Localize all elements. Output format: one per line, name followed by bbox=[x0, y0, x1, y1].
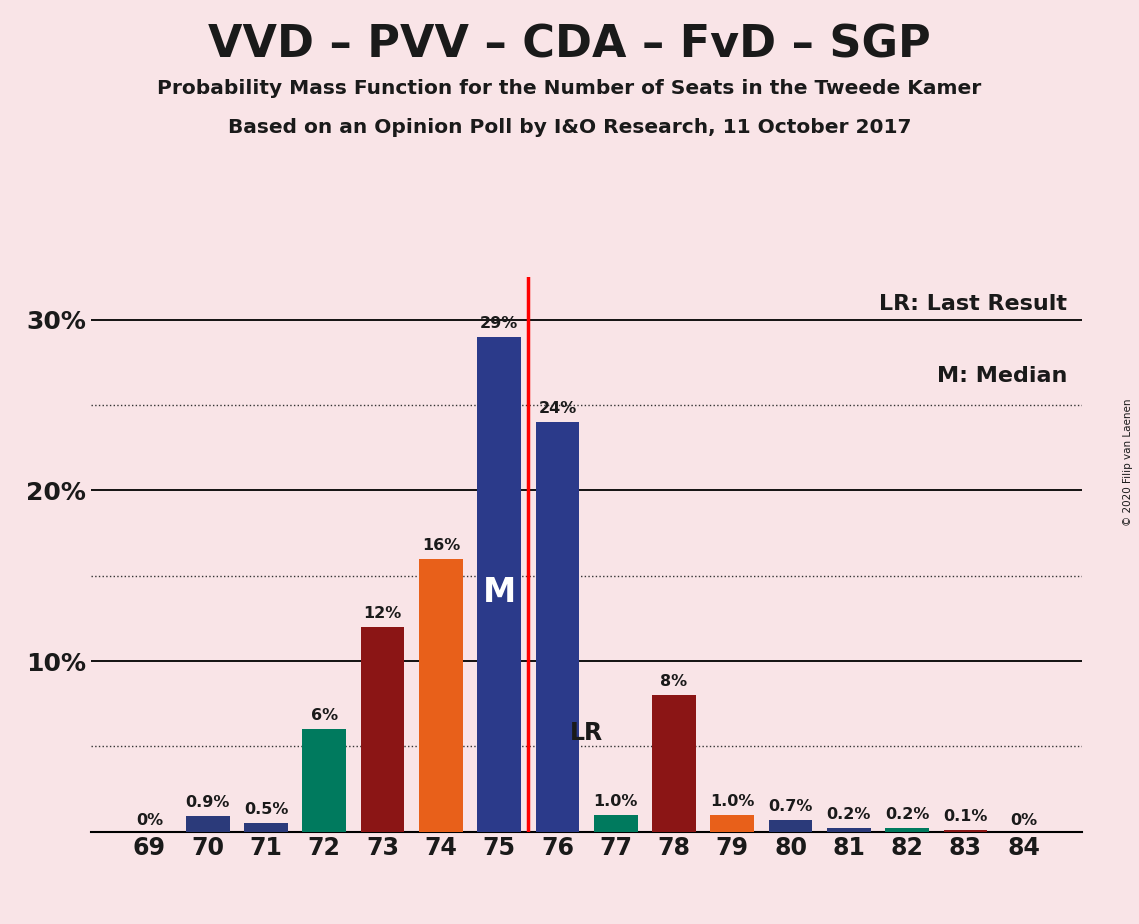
Bar bbox=[593, 815, 638, 832]
Text: 12%: 12% bbox=[363, 606, 402, 621]
Text: 6%: 6% bbox=[311, 709, 338, 723]
Bar bbox=[477, 337, 521, 832]
Bar bbox=[303, 729, 346, 832]
Bar bbox=[244, 823, 288, 832]
Text: M: M bbox=[483, 577, 516, 609]
Text: 29%: 29% bbox=[480, 316, 518, 331]
Text: 1.0%: 1.0% bbox=[710, 794, 754, 808]
Text: 0.2%: 0.2% bbox=[885, 808, 929, 822]
Text: 0%: 0% bbox=[1010, 813, 1038, 828]
Text: 1.0%: 1.0% bbox=[593, 794, 638, 808]
Bar bbox=[419, 559, 462, 832]
Bar bbox=[943, 830, 988, 832]
Text: 0%: 0% bbox=[136, 813, 163, 828]
Bar bbox=[711, 815, 754, 832]
Bar bbox=[769, 820, 812, 832]
Text: Probability Mass Function for the Number of Seats in the Tweede Kamer: Probability Mass Function for the Number… bbox=[157, 79, 982, 98]
Text: 0.9%: 0.9% bbox=[186, 796, 230, 810]
Bar bbox=[653, 695, 696, 832]
Text: 24%: 24% bbox=[539, 401, 576, 416]
Bar bbox=[885, 828, 929, 832]
Bar bbox=[186, 816, 230, 832]
Bar bbox=[361, 626, 404, 832]
Text: 0.7%: 0.7% bbox=[769, 798, 813, 814]
Text: 0.5%: 0.5% bbox=[244, 802, 288, 817]
Text: Based on an Opinion Poll by I&O Research, 11 October 2017: Based on an Opinion Poll by I&O Research… bbox=[228, 118, 911, 138]
Text: 0.1%: 0.1% bbox=[943, 808, 988, 824]
Text: LR: LR bbox=[570, 721, 604, 745]
Text: VVD – PVV – CDA – FvD – SGP: VVD – PVV – CDA – FvD – SGP bbox=[208, 23, 931, 67]
Text: LR: Last Result: LR: Last Result bbox=[879, 294, 1067, 314]
Text: © 2020 Filip van Laenen: © 2020 Filip van Laenen bbox=[1123, 398, 1133, 526]
Text: M: Median: M: Median bbox=[936, 366, 1067, 386]
Bar bbox=[827, 828, 870, 832]
Text: 0.2%: 0.2% bbox=[827, 808, 871, 822]
Text: 16%: 16% bbox=[421, 538, 460, 553]
Bar bbox=[535, 422, 580, 832]
Text: 8%: 8% bbox=[661, 675, 688, 689]
